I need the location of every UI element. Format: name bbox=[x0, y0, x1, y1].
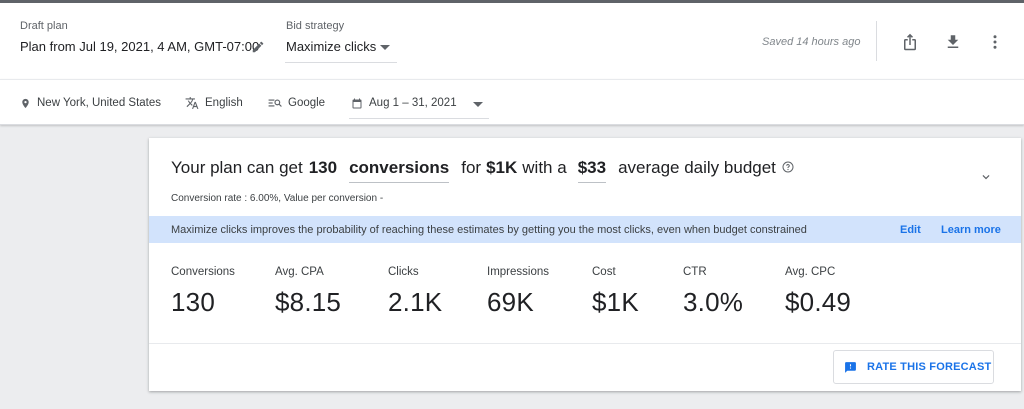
metric-label: Avg. CPC bbox=[785, 266, 836, 278]
edit-pencil-icon[interactable] bbox=[251, 40, 265, 54]
headline-prefix: Your plan can get bbox=[171, 158, 303, 177]
header-divider bbox=[876, 21, 877, 61]
network-label: Google bbox=[288, 97, 326, 109]
card-divider bbox=[149, 343, 1021, 344]
metric-impressions: Impressions 69K bbox=[487, 266, 549, 318]
help-icon[interactable] bbox=[782, 161, 794, 173]
metric-cost: Cost $1K bbox=[592, 266, 639, 318]
metric-avg-cpa: Avg. CPA $8.15 bbox=[275, 266, 341, 318]
rate-forecast-label: RATE THIS FORECAST bbox=[867, 361, 992, 373]
filter-bar: New York, United States English Google A… bbox=[0, 79, 1024, 125]
metric-value: 69K bbox=[487, 287, 534, 317]
headline-count: 130 bbox=[308, 158, 338, 177]
more-vert-icon[interactable] bbox=[983, 30, 1007, 54]
location-label: New York, United States bbox=[37, 97, 162, 109]
location-filter[interactable]: New York, United States bbox=[20, 95, 161, 111]
banner-message: Maximize clicks improves the probability… bbox=[171, 224, 807, 236]
chevron-down-icon bbox=[473, 102, 483, 107]
metric-clicks: Clicks 2.1K bbox=[388, 266, 442, 318]
metric-conversions: Conversions 130 bbox=[171, 266, 235, 318]
metric-label: Clicks bbox=[388, 266, 419, 278]
bid-strategy-label: Bid strategy bbox=[286, 20, 345, 32]
chevron-down-icon bbox=[380, 45, 390, 50]
network-filter[interactable]: Google bbox=[268, 95, 325, 111]
bid-strategy-value: Maximize clicks bbox=[286, 39, 377, 54]
saved-status: Saved 14 hours ago bbox=[762, 36, 861, 48]
metric-value: 130 bbox=[171, 287, 215, 317]
metric-label: Conversions bbox=[171, 266, 235, 278]
headline-with: with a bbox=[522, 158, 567, 177]
chevron-down-icon[interactable] bbox=[979, 170, 993, 184]
calendar-icon bbox=[352, 98, 362, 108]
metric-value: $8.15 bbox=[275, 287, 342, 317]
metric-value: $0.49 bbox=[785, 287, 852, 317]
date-range-dropdown[interactable]: Aug 1 – 31, 2021 bbox=[349, 88, 489, 119]
info-banner: Maximize clicks improves the probability… bbox=[149, 216, 1021, 243]
feedback-icon bbox=[845, 361, 856, 373]
metric-value: 3.0% bbox=[683, 287, 744, 317]
metric-label: Cost bbox=[592, 266, 616, 278]
metric-value: 2.1K bbox=[388, 287, 443, 317]
headline-for: for bbox=[461, 158, 482, 177]
top-bar: Draft plan Plan from Jul 19, 2021, 4 AM,… bbox=[0, 0, 1024, 79]
bid-strategy-dropdown[interactable]: Maximize clicks bbox=[285, 37, 397, 63]
headline-cost: $1K bbox=[486, 158, 518, 177]
metric-label: Impressions bbox=[487, 266, 549, 278]
forecast-headline: Your plan can get 130 conversions for $1… bbox=[171, 158, 794, 183]
learn-more-link[interactable]: Learn more bbox=[941, 224, 1001, 236]
conversion-rate-text: Conversion rate : 6.00%, Value per conve… bbox=[171, 193, 384, 204]
metric-value: $1K bbox=[592, 287, 639, 317]
share-icon[interactable] bbox=[898, 30, 922, 54]
metric-label: Avg. CPA bbox=[275, 266, 324, 278]
metric-label: CTR bbox=[683, 266, 707, 278]
rate-forecast-button[interactable]: RATE THIS FORECAST bbox=[833, 350, 994, 384]
language-filter[interactable]: English bbox=[185, 95, 243, 111]
edit-link[interactable]: Edit bbox=[900, 224, 921, 236]
location-pin-icon bbox=[22, 98, 29, 108]
search-network-icon bbox=[268, 99, 282, 107]
draft-plan-name: Plan from Jul 19, 2021, 4 AM, GMT-07:00 bbox=[20, 39, 260, 54]
translate-icon bbox=[185, 97, 199, 109]
metric-avg-cpc: Avg. CPC $0.49 bbox=[785, 266, 851, 318]
draft-plan-label: Draft plan bbox=[20, 20, 68, 32]
headline-metric-select[interactable]: conversions bbox=[349, 158, 450, 183]
date-range-content: Aug 1 – 31, 2021 bbox=[351, 95, 457, 111]
metric-ctr: CTR 3.0% bbox=[683, 266, 743, 318]
date-range-label: Aug 1 – 31, 2021 bbox=[369, 97, 457, 109]
forecast-card: Your plan can get 130 conversions for $1… bbox=[149, 138, 1021, 391]
headline-budget-input[interactable]: $33 bbox=[577, 158, 607, 183]
headline-suffix: average daily budget bbox=[618, 158, 776, 177]
download-icon[interactable] bbox=[941, 30, 965, 54]
language-label: English bbox=[205, 97, 243, 109]
